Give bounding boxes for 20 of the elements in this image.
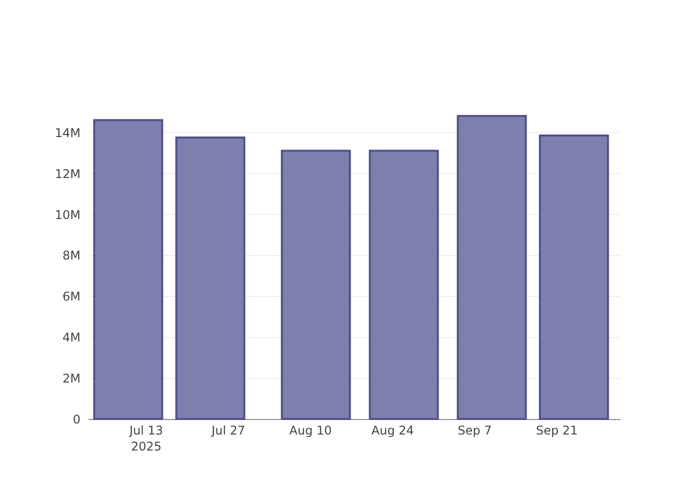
x-tick-label: Jul 13 2025 [128,424,164,454]
x-tick-label: Sep 7 [458,424,492,438]
x-tick-label: Aug 24 [371,424,414,438]
y-tick-label: 4M [62,330,80,345]
bar [368,150,439,420]
x-tick-label: Sep 21 [536,424,578,438]
y-tick-label: 0 [72,412,80,426]
bar [538,134,609,420]
bar [280,150,351,420]
x-tick-label: Aug 10 [289,424,332,438]
y-tick-label: 10M [54,208,80,222]
x-tick-label: Jul 27 [210,424,246,438]
y-tick-label: 2M [62,372,80,386]
y-tick-label: 6M [62,290,80,304]
y-tick-label: 8M [62,248,80,263]
y-tick-label: 14M [54,126,80,140]
bar [456,115,527,420]
y-tick-label: 12M [54,166,80,181]
bar [93,119,164,420]
bar [175,136,246,420]
